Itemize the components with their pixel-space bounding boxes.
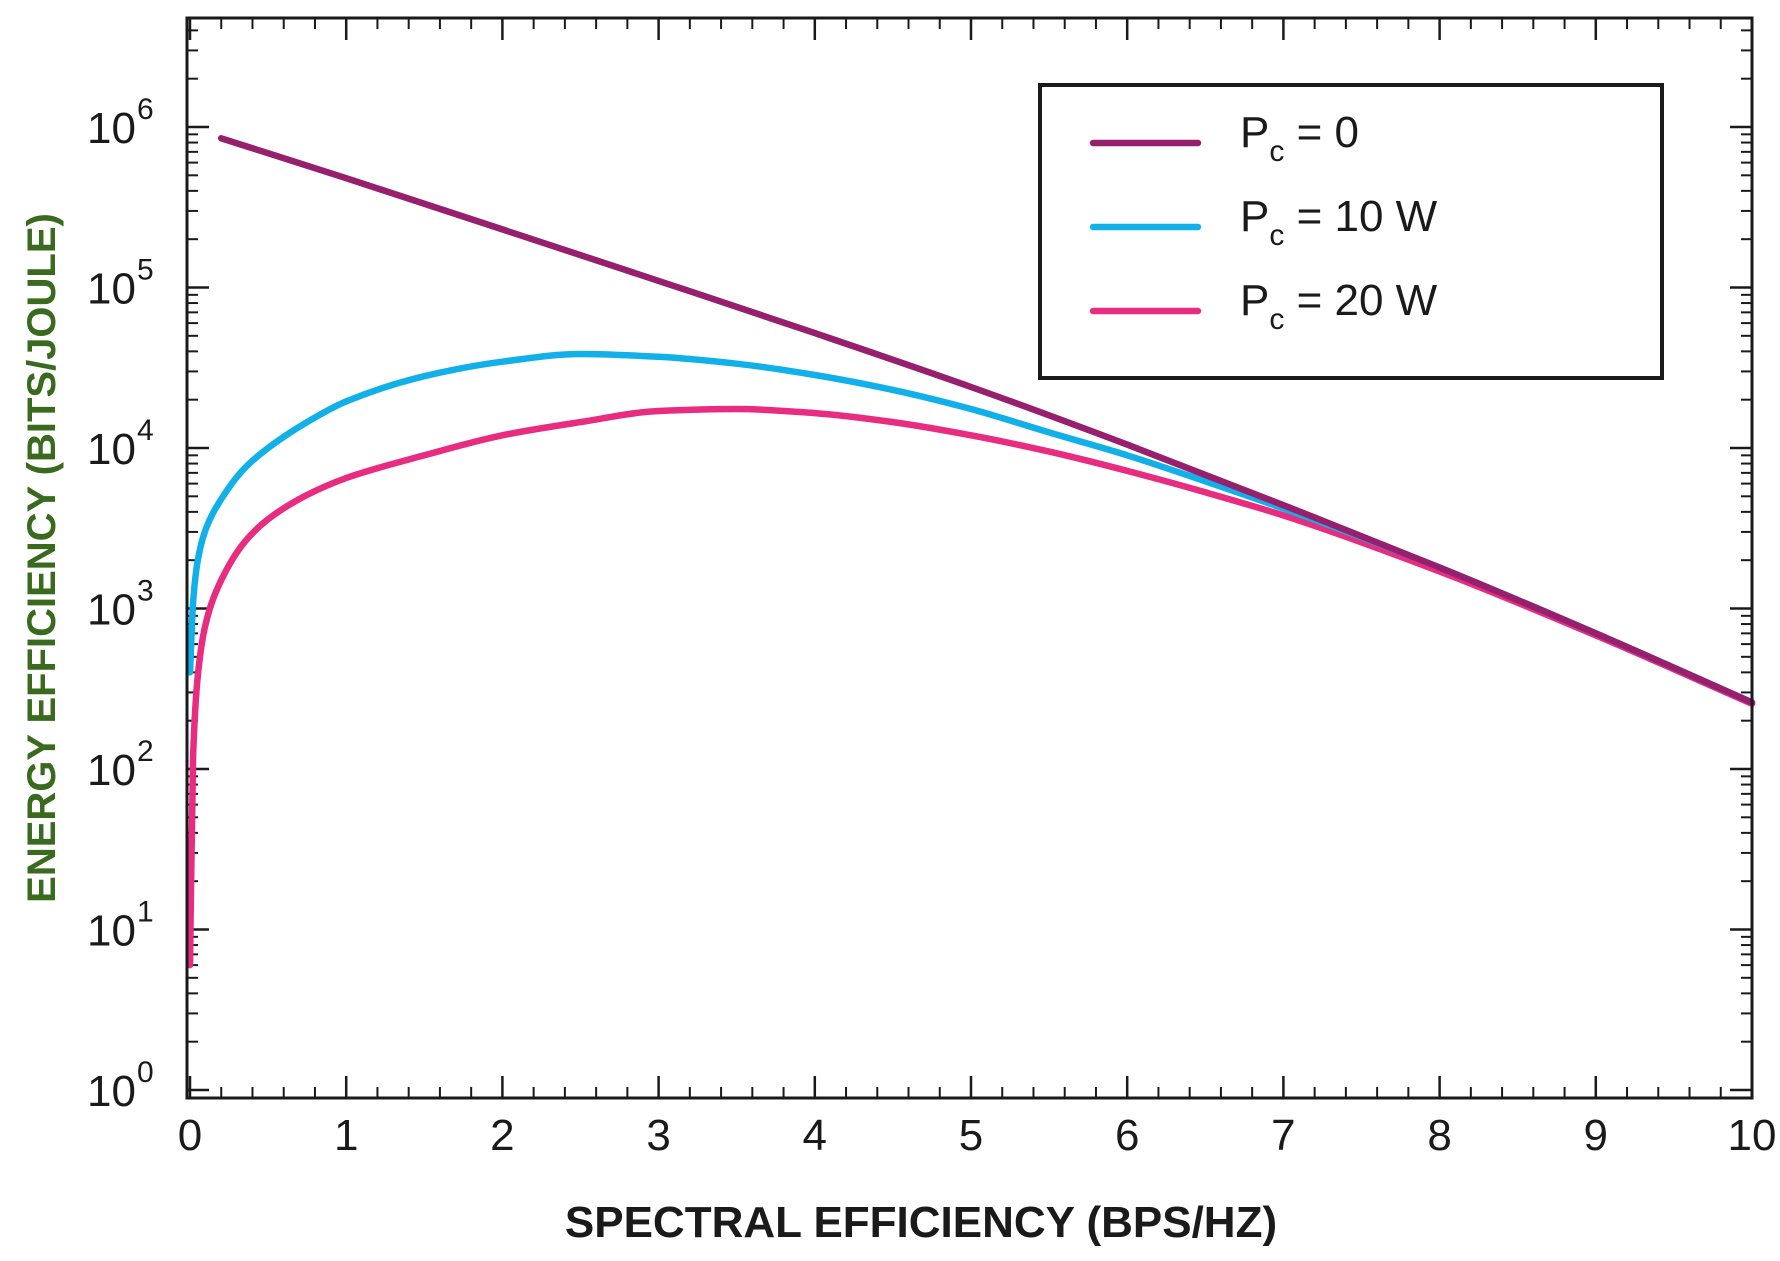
x-tick-label: 10 bbox=[1728, 1111, 1777, 1160]
series-line-3 bbox=[186, 405, 1756, 969]
y-tick-exponent: 4 bbox=[137, 414, 154, 447]
x-tick-label: 9 bbox=[1584, 1111, 1608, 1160]
x-tick-label: 8 bbox=[1427, 1111, 1451, 1160]
x-tick-label: 2 bbox=[490, 1111, 514, 1160]
x-tick-label: 4 bbox=[803, 1111, 827, 1160]
series-line-1 bbox=[217, 135, 1756, 706]
legend-box bbox=[1038, 83, 1664, 380]
x-tick-label: 6 bbox=[1115, 1111, 1139, 1160]
y-tick-exponent: 1 bbox=[137, 896, 154, 929]
y-tick-label: 10 bbox=[87, 425, 136, 474]
y-tick-label: 10 bbox=[87, 104, 136, 153]
y-tick-label: 10 bbox=[87, 746, 136, 795]
y-tick-exponent: 6 bbox=[137, 93, 154, 126]
legend-label-1: Pc = 0 bbox=[1240, 108, 1359, 168]
legend-label-3: Pc = 20 W bbox=[1240, 276, 1438, 336]
x-tick-labels: 0 1 2 3 4 5 6 7 8 9 10 bbox=[178, 1111, 1777, 1160]
x-tick-label: 0 bbox=[178, 1111, 202, 1160]
x-tick-label: 5 bbox=[959, 1111, 983, 1160]
series-lines bbox=[186, 135, 1756, 969]
y-tick-label: 10 bbox=[87, 1067, 136, 1116]
y-tick-exponent: 2 bbox=[137, 735, 154, 768]
x-tick-label: 1 bbox=[334, 1111, 358, 1160]
y-tick-exponent: 0 bbox=[137, 1056, 154, 1089]
y-tick-label: 10 bbox=[87, 265, 136, 314]
legend: Pc = 0 Pc = 10 W Pc = 20 W bbox=[1038, 83, 1664, 380]
x-tick-label: 3 bbox=[646, 1111, 670, 1160]
y-tick-label: 10 bbox=[87, 907, 136, 956]
legend-label-2: Pc = 10 W bbox=[1240, 192, 1438, 252]
plot-area-frame bbox=[185, 16, 1754, 1100]
y-tick-exponent: 3 bbox=[137, 575, 154, 608]
y-axis-title: ENERGY EFFICIENCY (BITS/JOULE) bbox=[20, 213, 64, 903]
y-tick-label: 10 bbox=[87, 586, 136, 635]
x-axis-title: SPECTRAL EFFICIENCY (BPS/HZ) bbox=[565, 1198, 1277, 1247]
y-tick-exponent: 5 bbox=[137, 254, 154, 287]
x-tick-label: 7 bbox=[1271, 1111, 1295, 1160]
